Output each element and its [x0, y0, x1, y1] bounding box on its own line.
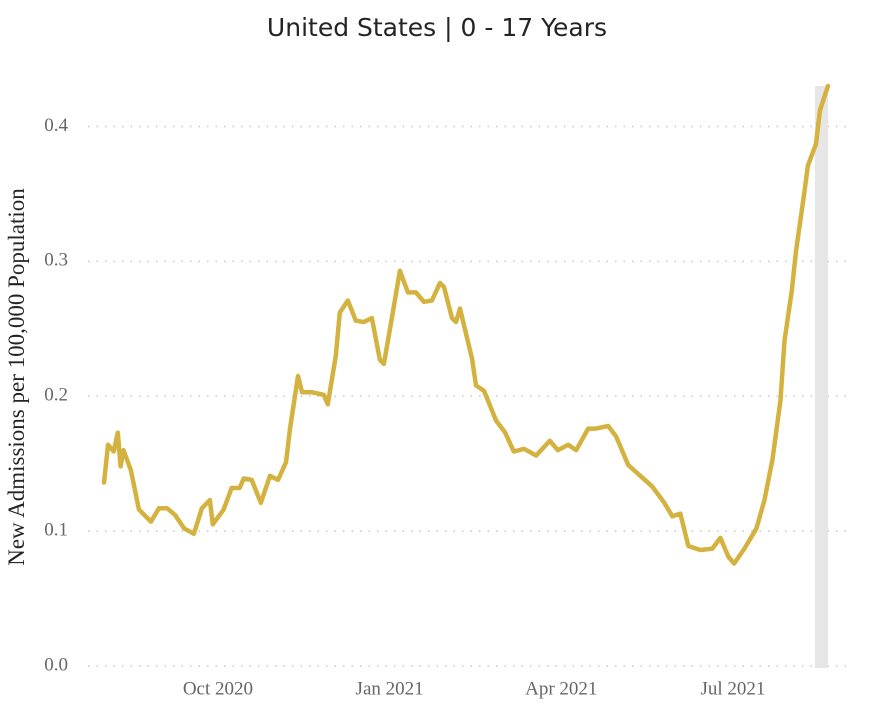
- x-tick-label: Apr 2021: [525, 678, 597, 699]
- y-tick-label: 0.3: [44, 250, 68, 271]
- y-axis-label: New Admissions per 100,000 Population: [4, 188, 29, 566]
- series-line: [101, 83, 831, 566]
- x-tick-label: Jul 2021: [701, 678, 766, 699]
- y-tick-label: 0.2: [44, 385, 68, 406]
- highlight-band: [814, 86, 828, 668]
- y-tick-label: 0.4: [44, 115, 68, 136]
- y-tick-label: 0.1: [44, 519, 68, 540]
- x-tick-label: Oct 2020: [183, 678, 253, 699]
- chart-title: United States | 0 - 17 Years: [267, 13, 607, 42]
- x-tick-label: Jan 2021: [356, 678, 424, 699]
- y-tick-label: 0.0: [44, 654, 68, 675]
